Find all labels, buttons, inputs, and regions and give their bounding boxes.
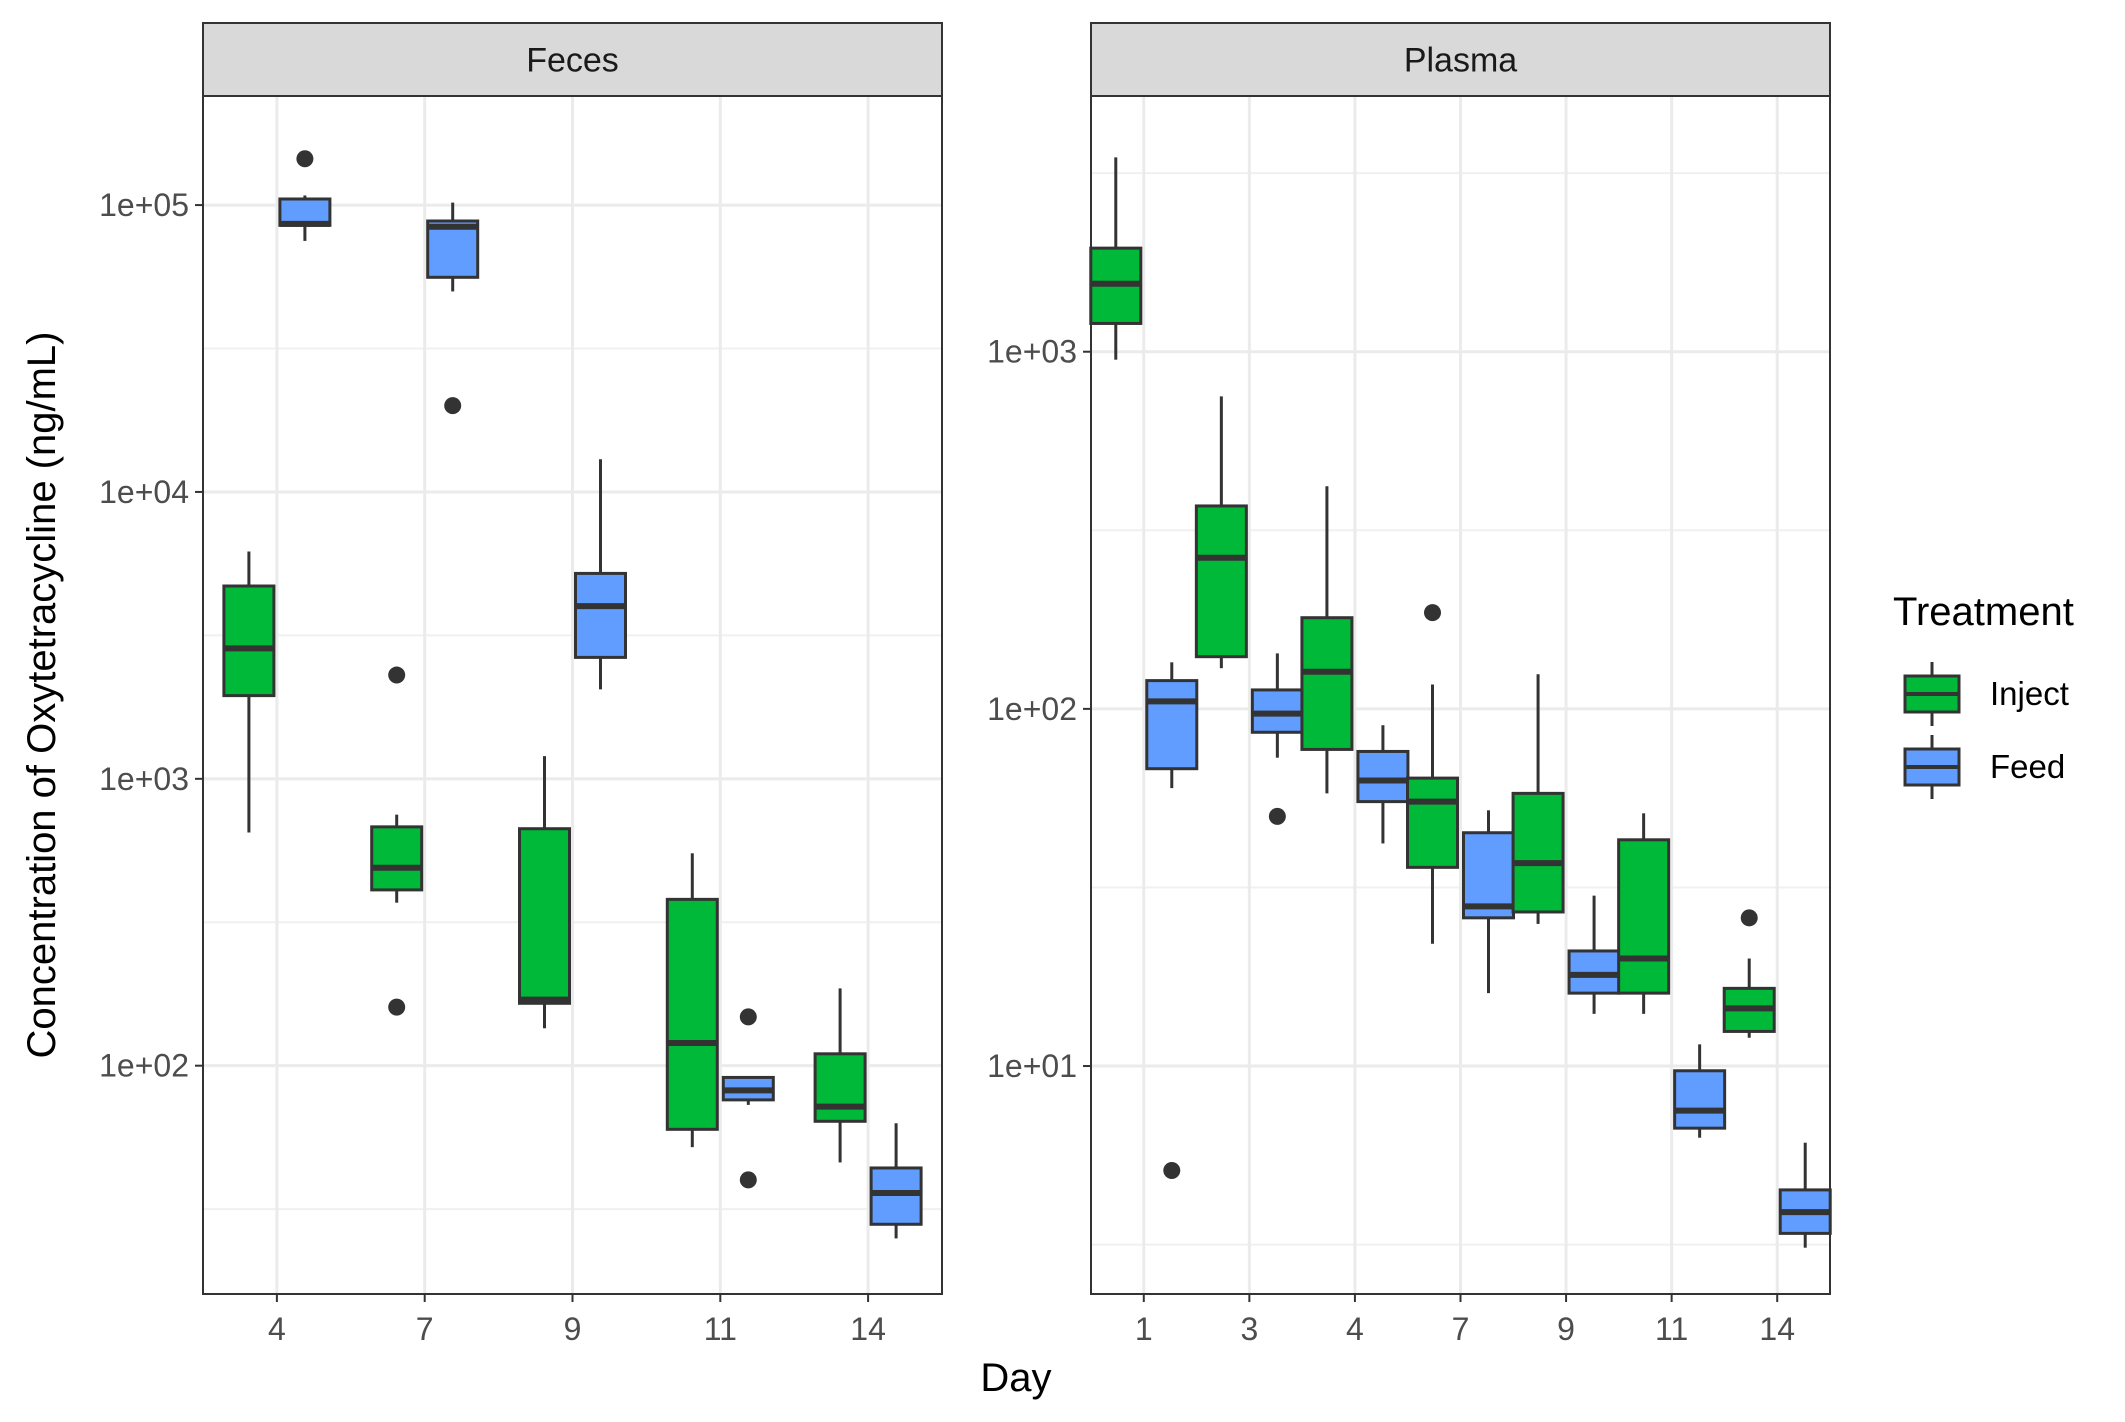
box-iqr (1406, 776, 1459, 869)
box-day-1-feed (1145, 662, 1199, 1179)
box-day-3-inject (1194, 396, 1248, 669)
y-axis: 1e+02 1e+03 1e+04 1e+05 (99, 187, 203, 1084)
x-tick-label: 11 (1655, 1311, 1688, 1347)
panel-plasma: Plasma 1e+01 1e+02 1e+03 1 3 4 7 9 11 14 (987, 22, 1832, 1347)
x-tick-label: 4 (1346, 1311, 1364, 1347)
y-tick-label: 1e+03 (99, 761, 189, 797)
box-day-11-feed (721, 1008, 775, 1189)
y-tick-label: 1e+02 (99, 1048, 189, 1084)
gridlines (1091, 96, 1830, 1294)
facet-strip-label: Feces (526, 42, 619, 80)
box-day-9-feed (574, 459, 627, 690)
facet-strip-label: Plasma (1404, 42, 1517, 80)
box-day-4-inject (1300, 486, 1354, 794)
panel-feces: Feces 1e+02 1e+03 1e+04 1e+05 4 7 9 11 14 (99, 22, 943, 1347)
legend-item-feed: Feed (1903, 735, 2065, 799)
y-tick-label: 1e+03 (987, 334, 1077, 370)
y-tick-label: 1e+04 (99, 474, 189, 510)
box-day-11-inject (665, 853, 719, 1148)
x-tick-label: 3 (1240, 1311, 1258, 1347)
facet-strip (202, 22, 943, 97)
box-day-14-feed (1778, 1142, 1832, 1248)
outlier-point (444, 397, 462, 415)
box-day-14-inject (1722, 909, 1776, 1038)
box-iqr (426, 219, 480, 279)
box-day-11-feed (1673, 1044, 1727, 1138)
box-day-4-feed (1356, 725, 1410, 844)
boxplots (1089, 157, 1832, 1248)
box-iqr (1673, 1069, 1727, 1130)
box-iqr (222, 584, 276, 698)
x-tick-label: 9 (1557, 1311, 1575, 1347)
gridlines (203, 96, 942, 1294)
box-iqr (1145, 679, 1199, 771)
box-day-7-inject (1406, 604, 1459, 944)
box-day-11-inject (1617, 813, 1671, 1014)
x-tick-label: 1 (1135, 1311, 1153, 1347)
box-iqr (1300, 616, 1354, 751)
box-iqr (869, 1166, 923, 1226)
box-iqr (1511, 791, 1565, 914)
x-tick-label: 7 (1452, 1311, 1470, 1347)
legend-title: Treatment (1893, 590, 2074, 634)
legend-item-label: Inject (1990, 675, 2069, 712)
boxplots (222, 150, 923, 1239)
legend: Treatment Inject Feed (1893, 590, 2074, 799)
box-iqr (1356, 749, 1410, 804)
legend-items: Inject Feed (1903, 662, 2069, 799)
y-axis: 1e+01 1e+02 1e+03 (987, 334, 1091, 1084)
legend-item-inject: Inject (1903, 662, 2069, 726)
box-iqr (370, 825, 424, 892)
y-axis-title: Concentration of Oxytetracycline (ng/mL) (20, 332, 64, 1059)
box-day-4-feed (278, 150, 332, 241)
x-axis: 1 3 4 7 9 11 14 (1135, 1294, 1795, 1347)
outlier-point (1424, 604, 1441, 622)
outlier-point (1268, 807, 1286, 825)
x-axis: 4 7 9 11 14 (268, 1294, 886, 1347)
box-iqr (813, 1052, 867, 1123)
y-tick-label: 1e+02 (987, 691, 1077, 727)
x-tick-label: 4 (268, 1311, 286, 1347)
outlier-point (739, 1008, 757, 1026)
x-tick-label: 7 (416, 1311, 434, 1347)
y-tick-label: 1e+05 (99, 187, 189, 223)
outlier-point (296, 150, 314, 168)
x-tick-label: 11 (704, 1311, 737, 1347)
legend-item-label: Feed (1990, 748, 2065, 785)
x-tick-label: 14 (850, 1311, 886, 1347)
outlier-point (388, 666, 406, 684)
outlier-point (739, 1171, 757, 1189)
box-day-7-inject (370, 666, 424, 1016)
box-day-9-inject (1511, 674, 1565, 924)
box-day-9-feed (1567, 895, 1621, 1014)
outlier-point (388, 998, 406, 1016)
box-iqr (1194, 504, 1248, 659)
box-day-9-inject (518, 756, 571, 1029)
box-day-14-inject (813, 988, 867, 1163)
outlier-point (1740, 909, 1758, 927)
x-tick-label: 14 (1759, 1311, 1795, 1347)
x-axis-title: Day (980, 1356, 1051, 1400)
outlier-point (1163, 1161, 1181, 1179)
y-tick-label: 1e+01 (987, 1048, 1077, 1084)
box-iqr (574, 571, 627, 659)
box-day-4-inject (222, 551, 276, 833)
x-tick-label: 9 (564, 1311, 582, 1347)
box-day-7-feed (426, 202, 480, 415)
box-iqr (665, 897, 719, 1131)
box-iqr (1617, 838, 1671, 995)
facet-strip (1090, 22, 1831, 97)
box-day-14-feed (869, 1123, 923, 1239)
box-day-1-inject (1089, 157, 1143, 360)
box-iqr (518, 827, 571, 1005)
